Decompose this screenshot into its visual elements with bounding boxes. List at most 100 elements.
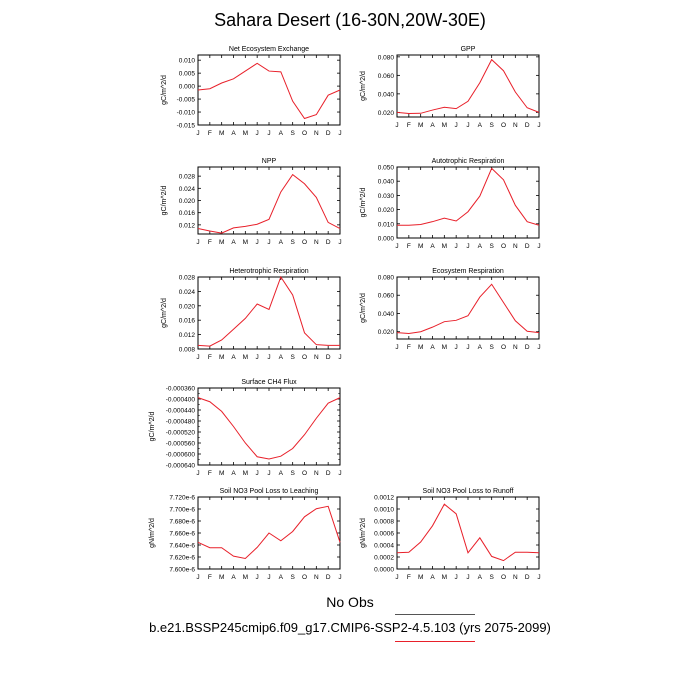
y-axis-label: gN/m^2/d: [360, 518, 367, 548]
plot-frame: [396, 496, 540, 570]
y-tick-label: 0.024: [179, 186, 196, 193]
x-tick-label: J: [338, 574, 341, 581]
x-tick-label: J: [267, 354, 270, 361]
panel-8: Soil NO3 Pool Loss to Leaching gN/m^2/d 7.…: [149, 488, 342, 581]
y-tick-label: -0.000400: [166, 397, 196, 404]
series-line: [396, 58, 540, 114]
x-tick-label: A: [279, 239, 284, 246]
y-tick-label: 7.640e-6: [169, 543, 195, 550]
x-tick-label: O: [302, 354, 307, 361]
y-tick-label: 0.0006: [374, 531, 394, 538]
x-tick-label: J: [196, 470, 199, 477]
x-tick-label: J: [256, 239, 259, 246]
panel-title: Heterotrophic Respiration: [229, 268, 308, 275]
series-line: [397, 167, 540, 226]
x-tick-label: A: [231, 130, 236, 137]
plot-frame: [197, 387, 341, 466]
y-axis-label: gN/m^2/d: [149, 518, 156, 548]
x-tick-label: S: [489, 243, 494, 250]
y-axis-label: gC/m^2/d: [360, 293, 367, 323]
x-tick-label: J: [338, 239, 341, 246]
y-tick-label: 0.020: [179, 303, 196, 310]
y-tick-label: 0.040: [378, 179, 395, 186]
x-tick-label: N: [314, 354, 319, 361]
legend-obs-label: No Obs: [326, 594, 374, 610]
x-tick-label: M: [418, 574, 423, 581]
panel-4: Autotrophic Respiration gC/m^2/d 0.050 0.04…: [360, 158, 541, 250]
x-tick-label: A: [430, 574, 435, 581]
x-tick-label: S: [489, 344, 494, 351]
y-tick-label: 0.040: [378, 91, 395, 98]
y-tick-label: 7.720e-6: [169, 495, 195, 502]
x-tick-label: J: [256, 574, 259, 581]
y-tick-label: -0.000480: [166, 419, 196, 426]
y-tick-label: -0.005: [177, 97, 196, 104]
series-line: [396, 283, 540, 335]
x-tick-label: N: [513, 574, 518, 581]
x-tick-label: D: [525, 243, 530, 250]
x-tick-label: A: [478, 574, 483, 581]
y-tick-label: 0.020: [378, 207, 395, 214]
x-tick-label: J: [338, 130, 341, 137]
x-tick-label: O: [302, 574, 307, 581]
x-tick-label: J: [395, 574, 398, 581]
panel-7: Surface CH4 Flux gC/m^2/d -0.000360 -0.0004…: [149, 379, 342, 477]
y-axis-label: gC/m^2/d: [360, 71, 367, 101]
x-tick-label: O: [501, 243, 506, 250]
y-tick-label: 0.005: [179, 71, 196, 78]
y-tick-label: 0.0004: [374, 543, 394, 550]
x-tick-label: S: [290, 470, 295, 477]
x-tick-label: N: [513, 243, 518, 250]
x-tick-label: M: [418, 344, 423, 351]
x-tick-label: A: [478, 122, 483, 129]
x-tick-label: N: [314, 574, 319, 581]
x-tick-label: J: [455, 243, 458, 250]
panel-title: Surface CH4 Flux: [241, 379, 297, 386]
x-tick-label: M: [219, 354, 224, 361]
x-tick-label: A: [231, 574, 236, 581]
y-tick-label: 0.010: [378, 221, 395, 228]
x-tick-label: N: [513, 344, 518, 351]
y-tick-label: 0.012: [179, 222, 196, 229]
x-tick-label: J: [196, 130, 199, 137]
y-tick-label: 0.028: [179, 275, 196, 282]
series-line: [197, 173, 341, 234]
series-line: [396, 503, 540, 562]
x-tick-label: M: [442, 122, 447, 129]
plot-frame: [396, 166, 540, 239]
x-tick-label: A: [231, 354, 236, 361]
y-tick-label: 0.060: [378, 73, 395, 80]
y-tick-label: 0.000: [179, 84, 196, 91]
x-tick-label: M: [418, 243, 423, 250]
y-tick-label: 7.700e-6: [169, 507, 195, 514]
y-tick-label: -0.000640: [166, 463, 196, 470]
y-tick-label: 0.030: [378, 193, 395, 200]
y-tick-label: 0.024: [179, 289, 196, 296]
x-tick-label: M: [219, 470, 224, 477]
plot-frame: [396, 276, 540, 340]
y-tick-label: 0.020: [378, 110, 395, 117]
y-tick-label: -0.000360: [166, 386, 196, 393]
x-tick-label: J: [466, 122, 469, 129]
x-tick-label: D: [326, 130, 331, 137]
y-tick-label: 0.016: [179, 318, 196, 325]
x-tick-label: A: [279, 470, 284, 477]
x-tick-label: M: [442, 344, 447, 351]
x-tick-label: O: [501, 122, 506, 129]
x-tick-label: S: [489, 122, 494, 129]
x-tick-label: M: [243, 130, 248, 137]
x-tick-label: F: [208, 574, 212, 581]
x-tick-label: J: [267, 574, 270, 581]
x-tick-label: A: [430, 243, 435, 250]
y-tick-label: -0.010: [177, 110, 196, 117]
x-tick-label: A: [478, 243, 483, 250]
panel-title: NPP: [262, 158, 277, 165]
y-tick-label: 0.010: [179, 58, 196, 65]
x-tick-label: J: [395, 243, 398, 250]
x-tick-label: J: [455, 122, 458, 129]
panel-title: GPP: [461, 46, 476, 53]
x-tick-label: O: [501, 574, 506, 581]
x-tick-label: O: [302, 470, 307, 477]
plot-frame: [197, 166, 341, 235]
y-tick-label: 0.020: [378, 329, 395, 336]
